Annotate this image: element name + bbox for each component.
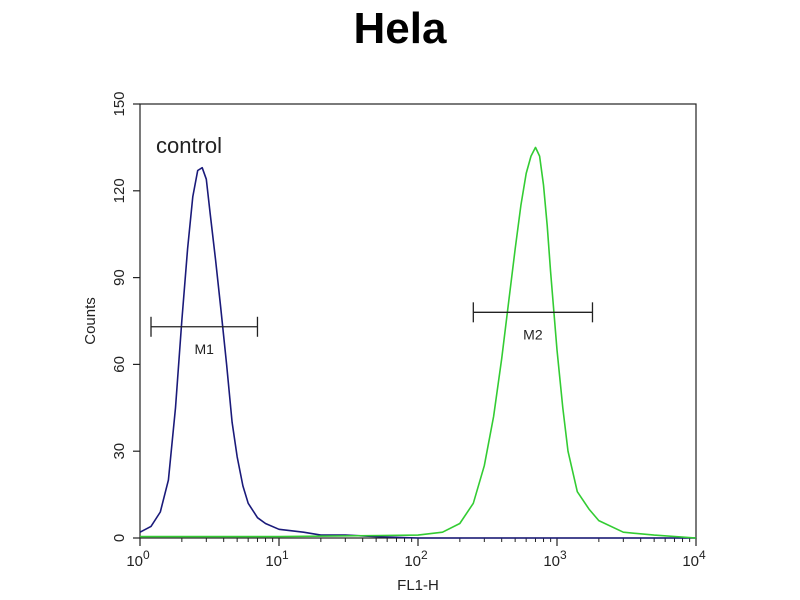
y-tick-label: 60 [111,356,128,373]
y-axis-label: Counts [82,297,99,345]
y-tick-label: 30 [111,443,128,460]
marker-m2-label: M2 [523,326,543,342]
chart-title: Hela [353,4,447,53]
x-tick-label: 100 [126,548,150,570]
x-tick-label: 104 [682,548,706,570]
x-axis-label: FL1-H [397,577,439,594]
x-tick-label: 101 [265,548,289,570]
plot-frame [139,103,697,539]
x-tick-label: 103 [543,548,567,570]
marker-m1-label: M1 [195,341,215,357]
series-line-1 [139,166,696,539]
control-annotation: control [156,133,222,158]
series-line-2 [140,146,697,539]
y-tick-group: 0 30 60 90 120 150 [111,91,140,542]
marker-group: M1 M2 [150,302,594,357]
y-tick-label: 90 [111,269,128,286]
series-group [139,146,697,539]
x-tick-label: 102 [404,548,428,570]
y-tick-label: 150 [111,91,128,116]
y-tick-label: 0 [111,534,128,542]
y-tick-label: 120 [111,178,128,203]
x-tick-group: 100 101 102 103 104 [126,538,706,570]
